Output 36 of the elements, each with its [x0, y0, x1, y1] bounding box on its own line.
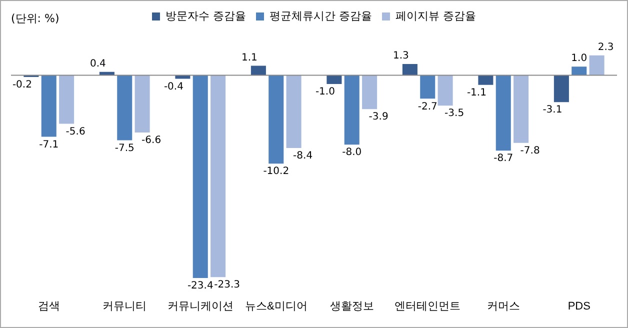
data-label: -23.4: [187, 280, 214, 292]
data-label: 1.3: [392, 50, 409, 62]
data-label: -8.0: [342, 147, 362, 158]
x-tick-label: 엔터테인먼트: [394, 300, 461, 312]
data-label: -10.2: [263, 166, 290, 178]
data-label: -6.6: [142, 135, 162, 146]
data-label: 1.0: [571, 53, 588, 64]
legend-label: 평균체류시간 증감율: [270, 9, 372, 22]
data-label: -8.4: [293, 150, 313, 162]
x-tick-label: PDS: [568, 300, 590, 312]
x-tick-label: 커뮤니티: [102, 300, 147, 312]
x-tick-label: 뉴스&미디어: [244, 300, 308, 312]
x-tick-label: 커뮤니케이션: [167, 300, 234, 312]
data-label: -3.1: [542, 104, 562, 116]
data-label: -8.7: [494, 153, 514, 164]
x-tick-label: 커머스: [486, 300, 520, 312]
data-label: -5.6: [66, 126, 86, 138]
data-label: -7.8: [520, 145, 540, 156]
data-label: -0.4: [164, 81, 184, 92]
legend-label: 방문자수 증감율: [166, 9, 246, 22]
data-label: -0.2: [12, 80, 32, 91]
data-label: -1.0: [315, 86, 335, 98]
x-tick-label: 생활정보: [330, 300, 374, 312]
data-label: 1.1: [241, 52, 258, 64]
data-label: -1.1: [466, 87, 486, 98]
data-label: -3.9: [368, 112, 388, 123]
x-tick-label: 검색: [38, 300, 60, 312]
data-label: -23.3: [214, 280, 240, 291]
legend-label: 페이지뷰 증감율: [396, 9, 476, 22]
data-label: -3.5: [444, 108, 464, 120]
data-label: 2.3: [598, 42, 614, 53]
data-label: -2.7: [418, 101, 438, 112]
data-label: -7.1: [39, 139, 59, 150]
data-label: 0.4: [90, 58, 106, 70]
data-label: -7.5: [114, 142, 134, 154]
text: (단위: %): [11, 11, 60, 26]
